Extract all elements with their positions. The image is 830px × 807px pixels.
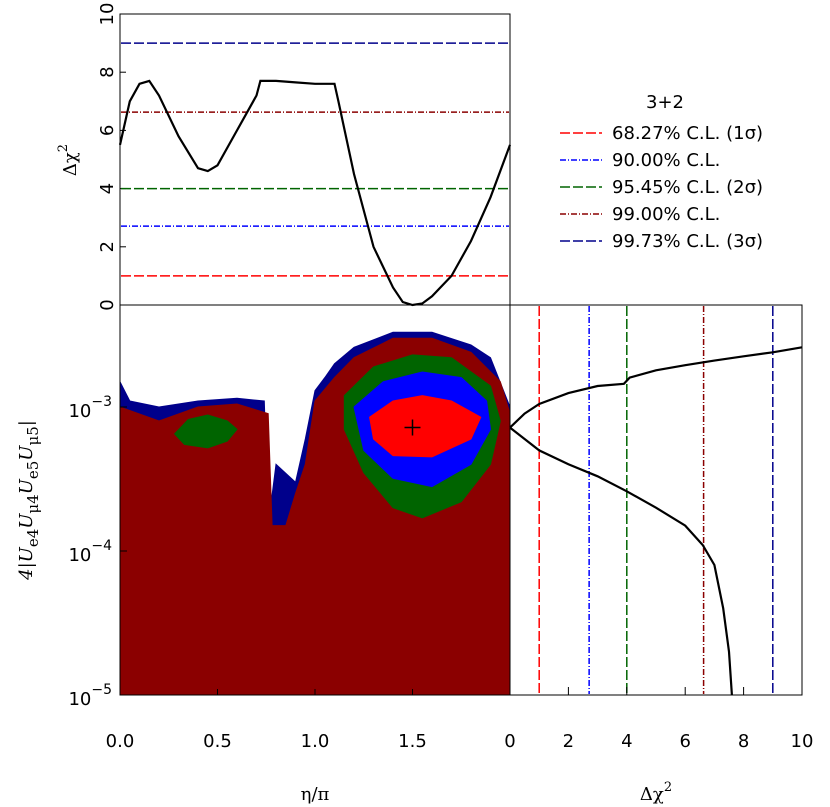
- contour-region: [369, 395, 482, 458]
- x-tick-label: 8: [738, 731, 749, 752]
- y-tick-label: 10: [97, 3, 118, 26]
- bottom-right-frame: [509, 304, 803, 696]
- y-label-sub: μ5: [24, 426, 42, 445]
- delta-chi2-curve: [118, 79, 512, 307]
- x-axis-label: Δχ2: [640, 780, 672, 805]
- contour-region: [173, 414, 238, 449]
- legend-label: 95.45% C.L. (2σ): [612, 177, 763, 198]
- legend-label: 68.27% C.L. (1σ): [612, 123, 763, 144]
- y-tick-label: 2: [97, 241, 118, 252]
- contour-layer: [120, 331, 510, 695]
- legend-label: 90.00% C.L.: [612, 150, 720, 171]
- profile-curve: [509, 426, 733, 696]
- y-label-part: U: [16, 478, 37, 494]
- x-tick-label: 0: [504, 731, 515, 752]
- y-tick-label: 8: [97, 66, 118, 77]
- y-label-part: |: [16, 420, 37, 426]
- y-tick-label: 6: [97, 125, 118, 136]
- x-axis-label-sup: 2: [664, 780, 672, 795]
- y-tick-exp: −4: [91, 538, 112, 554]
- y-tick-label: 10−4: [68, 538, 112, 566]
- x-tick-label: 0.5: [203, 731, 232, 752]
- x-axis-label-base: Δχ: [640, 784, 664, 805]
- legend-label: 99.00% C.L.: [612, 204, 720, 225]
- y-tick-label: 4: [97, 183, 118, 194]
- y-label-sub: e5: [24, 461, 42, 479]
- y-label-part: U: [16, 513, 37, 529]
- y-tick-base: 10: [68, 545, 91, 566]
- x-tick-label: 6: [679, 731, 690, 752]
- y-axis-label: Δχ2: [56, 144, 81, 176]
- y-tick-base: 10: [68, 401, 91, 422]
- best-fit-marker: [404, 419, 421, 436]
- y-tick-label: 10−5: [68, 682, 112, 710]
- y-tick-label: 0: [97, 299, 118, 310]
- x-tick-label: 2: [563, 731, 574, 752]
- y-label-part: 4|U: [16, 546, 37, 581]
- y-axis-label: 4|Ue4Uμ4Ue5Uμ5|: [16, 420, 42, 581]
- y-label-sub: μ4: [24, 494, 42, 513]
- y-label-part: U: [16, 445, 37, 461]
- x-tick-label: 4: [621, 731, 632, 752]
- x-tick-label: 1.0: [301, 731, 330, 752]
- x-tick-label: 10: [791, 731, 814, 752]
- profile-curve: [509, 346, 803, 429]
- y-tick-exp: −3: [91, 394, 112, 410]
- legend-label: 99.73% C.L. (3σ): [612, 231, 763, 252]
- y-tick-base: 10: [68, 689, 91, 710]
- x-tick-label: 0.0: [106, 731, 135, 752]
- top-frame: [119, 13, 511, 306]
- x-tick-label: 1.5: [398, 731, 427, 752]
- y-tick-exp: −5: [91, 682, 112, 698]
- legend-title: 3+2: [646, 92, 684, 113]
- y-axis-label-sup: 2: [56, 144, 71, 152]
- y-label-sub: e4: [24, 529, 42, 547]
- y-tick-label: 10−3: [68, 394, 112, 422]
- x-axis-label: η/π: [301, 784, 330, 805]
- y-axis-label-base: Δχ: [60, 152, 81, 176]
